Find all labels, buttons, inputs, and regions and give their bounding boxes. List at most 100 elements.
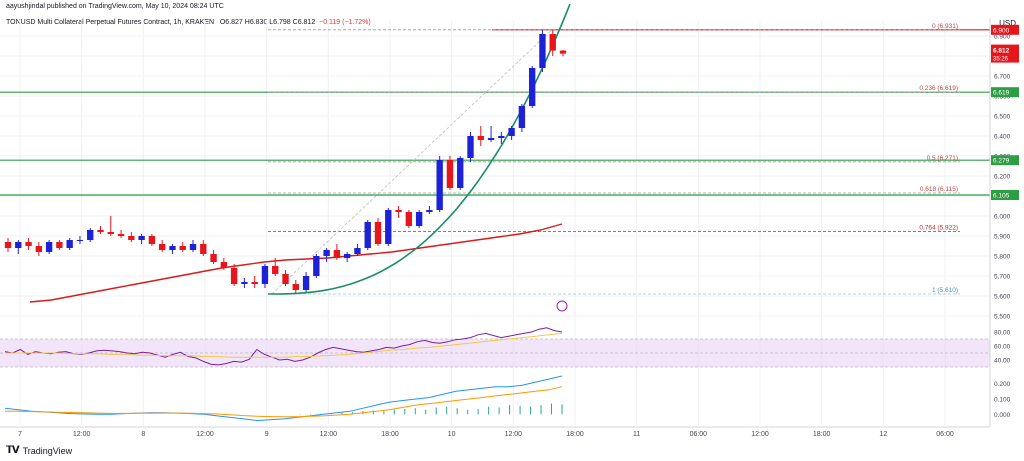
candle-down <box>35 246 43 252</box>
rsi-tick-label: 60.00 <box>994 344 1011 351</box>
candle-down <box>56 242 63 248</box>
candle-down <box>25 242 32 246</box>
tradingview-footer: 𝗧𝗩 TradingView <box>6 445 72 456</box>
candle-up <box>426 210 433 212</box>
level-tag-label: 6.900 <box>993 27 1010 34</box>
brand-name: TradingView <box>22 445 73 456</box>
time-tick-label: 12:00 <box>320 431 338 438</box>
time-tick-label: 12:00 <box>505 431 523 438</box>
time-tick-label: 12:00 <box>196 431 214 438</box>
current-price-countdown: 35:26 <box>993 57 1009 63</box>
price-tick-label: 5.900 <box>994 234 1011 241</box>
candle-up <box>261 266 269 284</box>
macd-tick-label: 0.200 <box>994 381 1011 388</box>
candle-up <box>467 136 474 158</box>
candle-up <box>76 240 84 241</box>
time-tick-label: 06:00 <box>936 431 954 438</box>
candle-up <box>436 160 443 210</box>
price-tick-label: 5.500 <box>994 314 1011 321</box>
candle-up <box>528 68 536 106</box>
candle-down <box>128 236 135 240</box>
currency-label: USD <box>999 19 1016 28</box>
time-tick-label: 06:00 <box>690 431 708 438</box>
price-tick-label: 6.500 <box>994 114 1011 121</box>
time-tick-label: 18:00 <box>381 431 399 438</box>
symbol-line: TONUSD Multi Collateral Perpetual Future… <box>6 19 371 26</box>
price-axis: 5.5005.6005.7005.8005.9006.0006.1006.200… <box>989 18 1019 427</box>
candle-down <box>117 234 125 236</box>
fib-trend-line <box>271 29 553 295</box>
candle-up <box>45 242 53 252</box>
ohlc-values: O6.827 H6.830 L6.798 C6.812 <box>219 19 316 26</box>
candle-down <box>333 250 341 258</box>
candle-up <box>323 250 330 256</box>
candle-up <box>487 138 495 140</box>
time-tick-label: 8 <box>141 431 145 438</box>
rsi-line <box>4 327 563 366</box>
price-tick-label: 5.800 <box>994 254 1011 261</box>
candle-down <box>395 210 402 212</box>
price-tick-label: 5.600 <box>994 294 1011 301</box>
level-tag-label: 6.619 <box>993 90 1010 97</box>
candle-up <box>539 34 546 68</box>
candle-up <box>87 230 94 240</box>
price-tick-label: 6.900 <box>994 34 1011 41</box>
candle-down <box>405 212 413 226</box>
candle-up <box>415 212 423 226</box>
candle-up <box>498 136 505 138</box>
fib-level-label: 0.618 (6.115) <box>920 186 958 193</box>
macd-signal-line <box>5 386 563 418</box>
moving-average-line <box>29 223 563 303</box>
rsi-tick-label: 80.00 <box>994 330 1011 337</box>
macd-tick-label: 0.100 <box>994 397 1011 404</box>
candle-down <box>230 268 238 284</box>
fib-level-label: 0.236 (6.619) <box>919 85 958 92</box>
candle-up <box>313 256 320 276</box>
time-tick-label: 9 <box>265 431 269 438</box>
current-price-tag <box>991 44 1019 63</box>
rsi-signal-line <box>5 332 563 358</box>
rsi-pane: 80.00 60.00 40.00 <box>0 327 1011 368</box>
candle-down <box>282 274 289 284</box>
time-tick-label: 7 <box>18 431 22 438</box>
candle-down <box>4 242 12 248</box>
candle-down <box>549 34 556 51</box>
tv-logo-icon: 𝗧𝗩 <box>6 445 20 456</box>
level-tag <box>991 190 1019 200</box>
candle-up <box>189 244 197 250</box>
candle-up <box>66 240 73 248</box>
candle-down <box>292 284 299 290</box>
price-tick-label: 6.700 <box>994 74 1011 81</box>
time-tick-label: 12:00 <box>751 431 769 438</box>
level-tag-label: 6.279 <box>993 158 1010 165</box>
candle-down <box>97 230 104 232</box>
symbol-title: TONUSD Multi Collateral Perpetual Future… <box>6 19 215 26</box>
price-change: −0.119 (−1.72%) <box>319 19 371 26</box>
time-tick-label: 11 <box>633 431 640 438</box>
price-tick-label: 6.000 <box>994 214 1011 221</box>
alert-bolt-icon <box>556 300 568 312</box>
candle-up <box>241 282 248 284</box>
candle-down <box>200 244 207 254</box>
level-tag-label: 6.105 <box>993 193 1010 200</box>
candle-down <box>272 266 279 274</box>
candle-down <box>210 254 217 262</box>
chart-canvas[interactable]: 80.00 60.00 40.00 0.200 0.100 0.000 0 (6.931… <box>0 0 1024 440</box>
candles <box>4 29 567 294</box>
candle-down <box>374 222 382 244</box>
current-price-value: 6.812 <box>993 48 1010 55</box>
candle-up <box>385 210 392 244</box>
fib-level-label: 0 (6.931) <box>932 23 958 30</box>
candle-down <box>107 232 114 234</box>
candle-up <box>364 222 371 248</box>
macd-pane: 0.200 0.100 0.000 <box>4 375 1011 422</box>
price-tick-label: 5.700 <box>994 274 1011 281</box>
publisher-line: aayushjindal published on TradingView.co… <box>6 3 224 10</box>
macd-line <box>4 375 563 422</box>
price-tick-label: 6.200 <box>994 174 1011 181</box>
candle-down <box>220 262 228 268</box>
parabolic-support-curve <box>268 3 571 295</box>
level-tag <box>991 155 1019 166</box>
candle-up <box>138 236 145 240</box>
candle-up <box>457 158 464 188</box>
